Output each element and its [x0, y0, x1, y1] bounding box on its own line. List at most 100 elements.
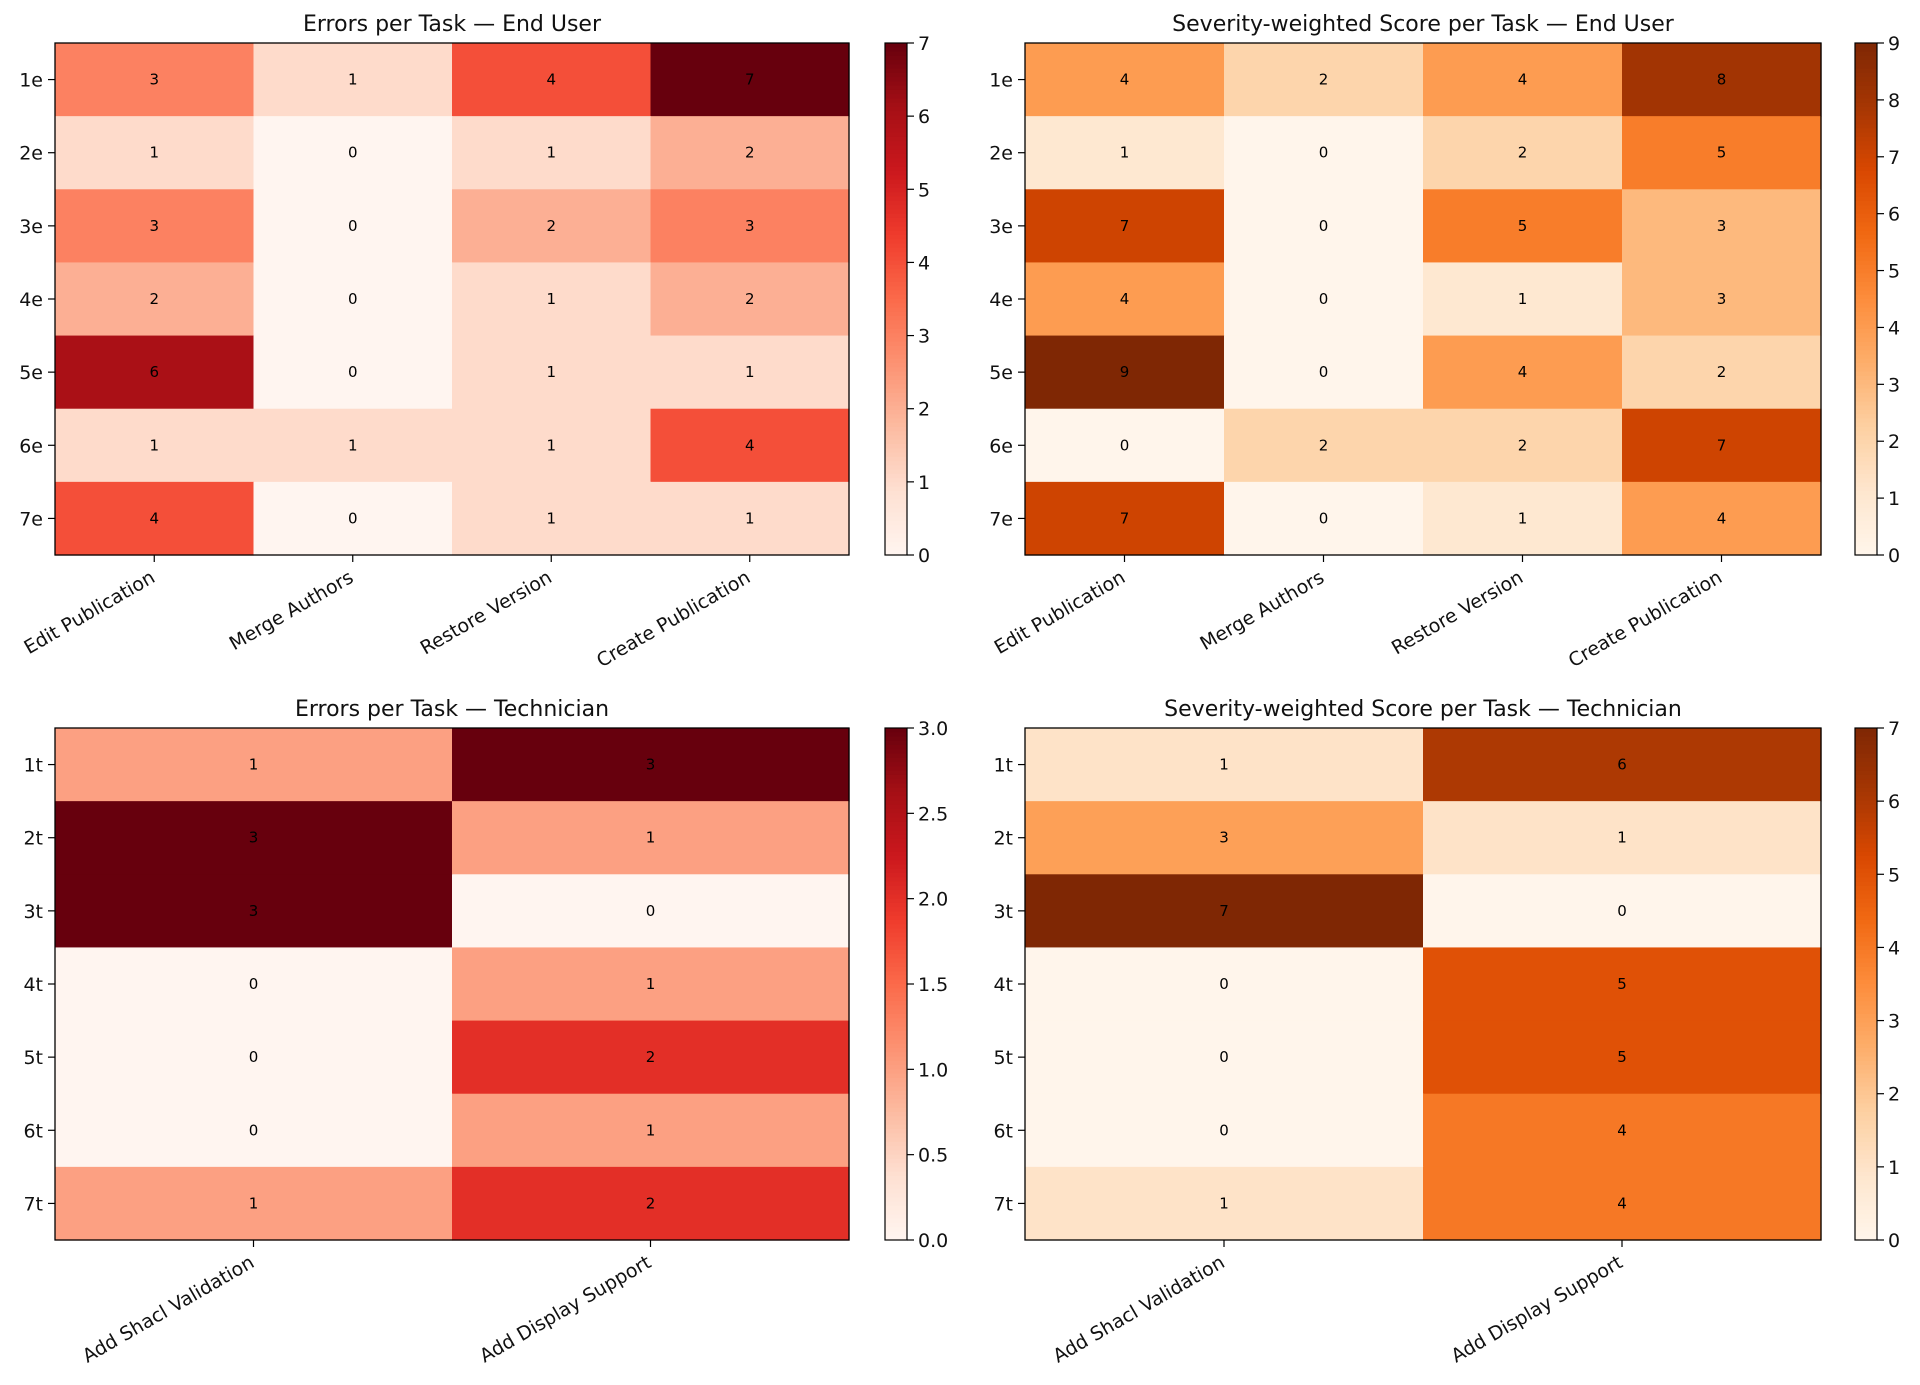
colorbar-tick-label: 0.0	[918, 1230, 948, 1252]
colorbar-segment	[885, 281, 907, 287]
colorbar-segment	[885, 792, 907, 797]
cell-value-label: 1	[646, 975, 656, 993]
colorbar-segment	[1855, 1086, 1877, 1092]
colorbar-segment	[885, 762, 907, 767]
y-tick-label: 5t	[23, 1047, 43, 1069]
colorbar-segment	[885, 728, 907, 733]
heatmap-cell	[1224, 408, 1424, 483]
y-tick-label: 7e	[989, 508, 1013, 530]
y-tick-label: 5e	[19, 362, 43, 384]
colorbar-segment	[885, 1167, 907, 1173]
colorbar-segment	[1855, 294, 1877, 300]
colorbar-segment	[1855, 303, 1877, 309]
cell-value-label: 2	[646, 1048, 656, 1066]
colorbar-segment	[885, 954, 907, 959]
colorbar-segment	[1855, 316, 1877, 321]
colorbar-tick-label: 6	[918, 106, 930, 128]
colorbar-segment	[1855, 954, 1877, 959]
colorbar-segment	[885, 804, 907, 810]
colorbar-segment	[885, 753, 907, 759]
heatmap-cell	[452, 874, 850, 949]
colorbar-segment	[885, 341, 907, 347]
colorbar-segment	[885, 937, 907, 942]
cell-value-label: 3	[1717, 217, 1727, 235]
colorbar-segment	[885, 68, 907, 74]
cell-value-label: 2	[646, 1194, 656, 1212]
cell-value-label: 7	[745, 71, 755, 89]
colorbar-segment	[1855, 68, 1877, 74]
colorbar-segment	[885, 107, 907, 112]
colorbar-segment	[1855, 345, 1877, 351]
colorbar-segment	[885, 1218, 907, 1224]
colorbar-segment	[885, 966, 907, 972]
colorbar-segment	[1855, 898, 1877, 904]
y-tick-label: 6e	[989, 435, 1013, 457]
heatmap-cell	[1224, 116, 1424, 190]
colorbar-segment	[885, 141, 907, 146]
colorbar-segment	[885, 988, 907, 994]
colorbar-segment	[885, 902, 907, 908]
cell-value-label: 1	[546, 509, 556, 527]
colorbar-segment	[885, 1009, 907, 1015]
colorbar-segment	[885, 43, 907, 48]
cell-value-label: 0	[1319, 217, 1329, 235]
cell-value-label: 6	[149, 363, 159, 381]
colorbar-segment	[885, 1154, 907, 1160]
colorbar-segment	[1855, 1171, 1877, 1177]
colorbar-segment	[1855, 542, 1877, 548]
colorbar-segment	[885, 1124, 907, 1130]
colorbar-segment	[885, 456, 907, 462]
colorbar-tick-label: 3	[918, 326, 930, 348]
colorbar-segment	[885, 945, 907, 951]
y-tick-label: 4e	[989, 289, 1013, 311]
colorbar-segment	[885, 316, 907, 321]
colorbar-segment	[1855, 337, 1877, 343]
colorbar-segment	[885, 1094, 907, 1100]
colorbar-segment	[885, 47, 907, 53]
cell-value-label: 4	[149, 509, 159, 527]
colorbar-segment	[885, 787, 907, 793]
colorbar-tick-label: 1	[1888, 488, 1900, 510]
colorbar-segment	[885, 448, 907, 454]
cell-value-label: 8	[1717, 71, 1727, 89]
heatmap-cell	[1622, 116, 1822, 190]
heatmap-cell	[1025, 728, 1424, 802]
colorbar-segment	[885, 132, 907, 138]
heatmap-cell	[1423, 1166, 1822, 1241]
colorbar-segment	[1855, 830, 1877, 836]
colorbar-tick-label: 1	[1888, 1157, 1900, 1179]
cell-value-label: 0	[1617, 902, 1627, 920]
heatmap-cell	[1423, 1093, 1822, 1168]
colorbar-segment	[885, 949, 907, 955]
colorbar-segment	[885, 222, 907, 228]
colorbar-segment	[885, 1107, 907, 1113]
colorbar-segment	[1855, 1146, 1877, 1151]
colorbar-segment	[1855, 877, 1877, 883]
colorbar-segment	[1855, 1039, 1877, 1045]
colorbar-segment	[1855, 537, 1877, 543]
colorbar-segment	[885, 290, 907, 296]
heatmap-cell	[1423, 481, 1623, 556]
cell-value-label: 1	[646, 829, 656, 847]
colorbar-segment	[885, 928, 907, 934]
colorbar-segment	[1855, 932, 1877, 938]
colorbar-segment	[1855, 145, 1877, 151]
colorbar-segment	[885, 962, 907, 968]
colorbar-segment	[1855, 367, 1877, 373]
colorbar-segment	[885, 542, 907, 548]
colorbar-segment	[1855, 1150, 1877, 1156]
colorbar-segment	[1855, 728, 1877, 733]
heatmap-cell	[1423, 408, 1623, 483]
colorbar-segment	[885, 894, 907, 900]
colorbar-segment	[1855, 299, 1877, 304]
colorbar-segment	[1855, 179, 1877, 185]
colorbar-segment	[885, 435, 907, 441]
colorbar-segment	[1855, 452, 1877, 458]
heatmap-cell	[55, 947, 453, 1022]
x-tick-label: Restore Version	[1388, 566, 1527, 659]
colorbar-tick-label: 1	[918, 472, 930, 494]
colorbar-segment	[1855, 1167, 1877, 1173]
colorbar-segment	[1855, 962, 1877, 968]
cell-value-label: 2	[1518, 144, 1528, 162]
